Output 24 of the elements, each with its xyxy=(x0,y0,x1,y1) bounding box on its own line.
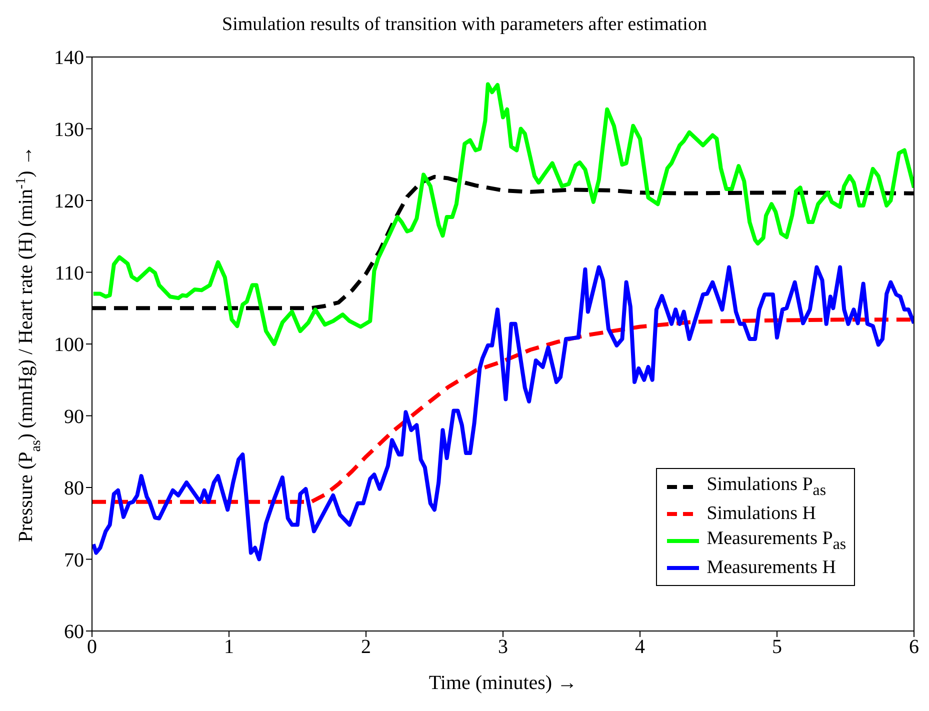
line-series xyxy=(92,82,914,346)
line-series xyxy=(92,265,914,562)
x-tick-label: 3 xyxy=(498,636,508,658)
x-tick-label: 1 xyxy=(224,636,234,658)
legend-label: Simulations H xyxy=(706,502,816,524)
x-tick-label: 2 xyxy=(361,636,371,658)
y-tick-label: 110 xyxy=(54,262,84,284)
x-tick-label: 5 xyxy=(772,636,782,658)
legend-label: Simulations P$_{as}$ xyxy=(706,474,826,500)
y-tick-label: 140 xyxy=(54,47,84,70)
y-tick-label: 60 xyxy=(64,621,84,644)
y-tick-label: 70 xyxy=(64,549,84,572)
x-tick-label: 6 xyxy=(909,636,919,658)
x-tick-label: 0 xyxy=(87,636,97,658)
x-axis-title: Time (minutes) → xyxy=(428,672,578,694)
y-tick-label: 130 xyxy=(54,118,84,141)
legend-label: Measurements H xyxy=(706,556,836,578)
y-tick-label: 90 xyxy=(64,406,84,428)
y-tick-label: 80 xyxy=(64,478,84,500)
legend-label: Measurements P$_{as}$ xyxy=(706,528,846,554)
x-tick-label: 4 xyxy=(635,636,645,658)
chart-title: Simulation results of transition with parameters after estimation xyxy=(221,13,708,37)
y-tick-label: 100 xyxy=(54,334,84,356)
y-tick-label: 120 xyxy=(54,190,84,213)
